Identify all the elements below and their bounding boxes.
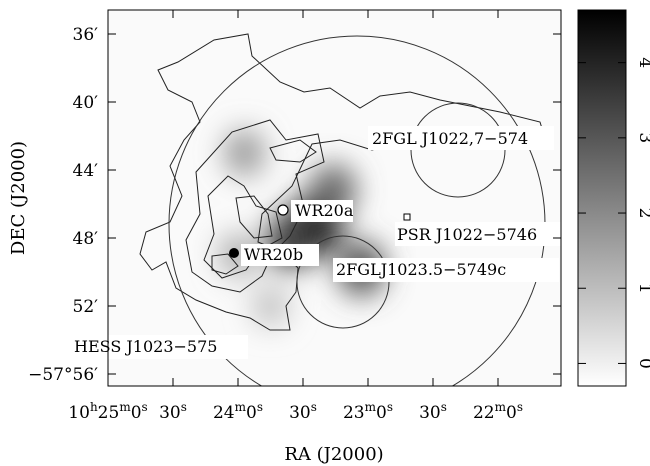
- contour-inner-4: [235, 195, 273, 239]
- x-tick-label: 10h25m0s: [68, 400, 147, 423]
- y-tick-label: 48′: [73, 229, 99, 249]
- contour-inner-5: [211, 253, 239, 275]
- psr-j1022-marker: [403, 213, 411, 221]
- y-tick-label: 40′: [73, 93, 99, 113]
- source-markers: [229, 204, 411, 258]
- x-tick-label: 30s: [289, 400, 317, 423]
- y-tick-label: 52′: [73, 297, 99, 317]
- y-axis-label: DEC (J2000): [8, 141, 29, 255]
- wr20a-marker: [277, 204, 289, 216]
- x-tick-label: 30s: [419, 400, 447, 423]
- label-hess-j1023: HESS J1023−575: [74, 337, 217, 356]
- label-2fgl-j1023: 2FGLJ1023.5−5749c: [336, 260, 506, 279]
- colorbar-tick-label: 4: [635, 57, 650, 68]
- wr20b-marker: [229, 248, 239, 258]
- colorbar: 0 1 2 3 4: [577, 9, 650, 387]
- contour-outer: [139, 33, 549, 331]
- label-wr20a: WR20a: [295, 201, 354, 220]
- label-2fgl-j1022: 2FGL J1022,7−574: [372, 129, 528, 148]
- x-axis-label: RA (J2000): [284, 444, 383, 465]
- label-psr-j1022: PSR J1022−5746: [397, 225, 537, 244]
- x-tick-label: 24m0s: [213, 400, 263, 423]
- colorbar-tick-label: 0: [635, 358, 650, 369]
- intensity-blob: [251, 285, 290, 327]
- y-axis: 36′ 40′ 44′ 48′ 52′ −57°56′: [28, 25, 561, 385]
- colorbar-gradient: [577, 9, 627, 387]
- colorbar-ticks: 0 1 2 3 4: [578, 57, 650, 369]
- contour-inner-2: [269, 139, 317, 163]
- y-tick-label: 44′: [73, 161, 99, 181]
- x-tick-label: 23m0s: [343, 400, 393, 423]
- colorbar-tick-label: 1: [635, 283, 650, 294]
- annotations: 2FGL J1022,7−574 WR20a PSR J1022−5746 WR…: [72, 126, 565, 359]
- x-tick-label: 22m0s: [473, 400, 523, 423]
- intensity-map: [218, 129, 386, 327]
- contour-inner-1: [185, 119, 325, 293]
- label-wr20b: WR20b: [244, 245, 303, 264]
- colorbar-tick-label: 3: [635, 132, 650, 143]
- plot-frame: [107, 9, 562, 387]
- colorbar-tick-label: 2: [635, 208, 650, 219]
- y-tick-label: 36′: [73, 25, 99, 45]
- x-axis: 10h25m0s 30s 24m0s 30s 23m0s 30s 22m0s: [68, 10, 523, 423]
- y-tick-label: −57°56′: [28, 365, 98, 385]
- intensity-blob: [223, 129, 266, 177]
- heatmap-panel: 2FGL J1022,7−574 WR20a PSR J1022−5746 WR…: [72, 9, 565, 387]
- x-tick-label: 30s: [159, 400, 187, 423]
